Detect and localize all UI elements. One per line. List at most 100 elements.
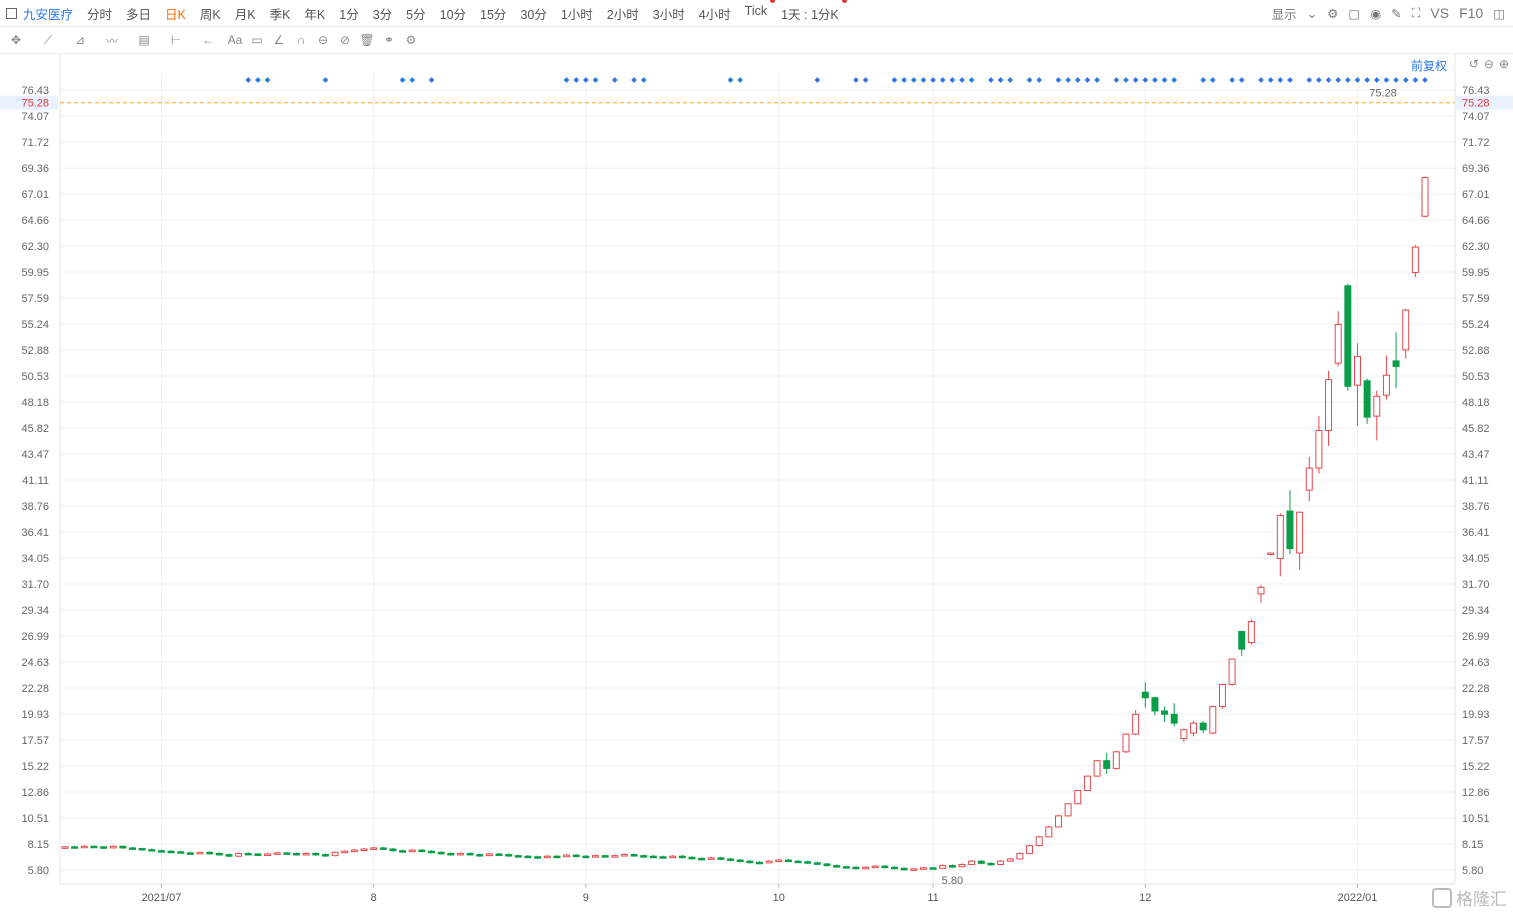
line-tool-icon[interactable]: ⟋ xyxy=(43,32,53,47)
candle-body xyxy=(1373,395,1381,417)
tab-16[interactable]: 4小时 xyxy=(698,7,731,22)
tab-10[interactable]: 10分 xyxy=(439,7,467,22)
candle-body xyxy=(804,861,812,864)
y-tick-label-right: 55.24 xyxy=(1462,319,1490,331)
move-icon[interactable]: ✥ xyxy=(10,33,22,47)
candle-body xyxy=(736,859,744,863)
candle-body xyxy=(109,845,117,849)
tab-8[interactable]: 3分 xyxy=(372,7,393,22)
tab-14[interactable]: 2小时 xyxy=(606,7,639,22)
fib-tool-icon[interactable]: ▤ xyxy=(138,33,150,47)
reset-icon[interactable]: ↺ xyxy=(1468,57,1479,71)
candle-body xyxy=(456,852,464,856)
candle-body xyxy=(987,862,995,866)
candle-body xyxy=(418,849,426,853)
event-marker xyxy=(409,77,416,83)
comment-tool-icon[interactable]: ▭ xyxy=(251,33,263,47)
settings-icon[interactable]: ⚙ xyxy=(1327,6,1339,21)
trash-icon[interactable]: 🗑 xyxy=(359,33,375,47)
event-marker xyxy=(1229,77,1235,83)
tab-5[interactable]: 季K xyxy=(269,7,291,22)
event-marker xyxy=(949,77,956,83)
event-marker xyxy=(1354,77,1361,83)
chevron-down-icon[interactable]: ⌄ xyxy=(1306,6,1318,21)
zoom-in-icon[interactable]: ⊕ xyxy=(1498,57,1509,71)
candle-body xyxy=(129,847,137,850)
candle-body xyxy=(331,851,339,857)
candle-body xyxy=(775,859,783,863)
tab-15[interactable]: 3小时 xyxy=(652,7,685,22)
sidebar-toggle-icon[interactable]: ◫ xyxy=(1493,6,1505,21)
wave-tool-icon[interactable]: 〰 xyxy=(105,33,118,48)
candle-body xyxy=(1402,309,1410,351)
candle-body xyxy=(611,855,619,858)
tab-17[interactable]: Tick xyxy=(739,0,776,23)
y-tick-label-left: 67.01 xyxy=(21,189,49,201)
tab-4[interactable]: 月K xyxy=(234,7,256,22)
tab-13[interactable]: 1小时 xyxy=(560,7,593,22)
candle-body xyxy=(485,853,493,857)
candle-body xyxy=(524,855,532,859)
f10-button[interactable]: F10 xyxy=(1459,5,1484,21)
tab-18[interactable]: 1天 : 1分K xyxy=(775,0,847,23)
candle-body xyxy=(100,846,108,849)
current-price-tag-right xyxy=(1456,95,1513,110)
pen-icon[interactable]: ✎ xyxy=(1391,6,1402,21)
text-tool-icon[interactable]: Aa xyxy=(227,33,243,47)
event-marker xyxy=(1132,77,1139,83)
channel-tool-icon[interactable]: ⊿ xyxy=(74,33,86,47)
window-icon[interactable]: ▢ xyxy=(1348,6,1361,21)
gear-icon[interactable]: ⚙ xyxy=(405,33,417,47)
event-marker xyxy=(563,77,570,83)
candle-body xyxy=(1161,710,1169,715)
candle-body xyxy=(534,856,542,859)
tab-11[interactable]: 15分 xyxy=(480,7,507,22)
event-marker xyxy=(611,77,618,83)
zoom-out-icon[interactable]: ⊖ xyxy=(1483,57,1494,71)
candle-body xyxy=(466,852,474,856)
event-marker xyxy=(1152,77,1158,83)
camera-icon[interactable]: ◉ xyxy=(1370,6,1382,21)
candle-body xyxy=(1276,515,1284,560)
y-tick-label-left: 59.95 xyxy=(21,267,49,279)
hide-icon[interactable]: ⊘ xyxy=(339,33,351,47)
tab-3[interactable]: 周K xyxy=(199,7,221,22)
tab-9[interactable]: 5分 xyxy=(406,7,426,22)
adjust-mode-label[interactable]: 前复权 xyxy=(1410,59,1447,73)
magnet-icon[interactable]: ∩ xyxy=(296,33,306,47)
angle-tool-icon[interactable]: ∠ xyxy=(273,33,285,47)
tab-7[interactable]: 1分 xyxy=(339,7,359,22)
y-tick-label-left: 22.28 xyxy=(21,683,49,695)
lock-icon[interactable]: ⊖ xyxy=(317,33,329,47)
y-tick-label-right: 71.72 xyxy=(1462,137,1490,149)
arrow-tool-icon[interactable]: ← xyxy=(202,33,214,47)
candle-body xyxy=(1257,586,1265,595)
tab-2[interactable]: 日K xyxy=(165,7,186,22)
candle-body xyxy=(264,853,272,856)
event-marker xyxy=(853,77,859,83)
candle-body xyxy=(601,855,609,858)
tab-1[interactable]: 多日 xyxy=(126,7,152,22)
vs-button[interactable]: VS xyxy=(1430,5,1450,21)
candle-body xyxy=(1228,658,1236,685)
display-menu[interactable]: 显示 xyxy=(1271,7,1297,22)
candle-body xyxy=(1180,729,1188,740)
y-tick-label-right: 43.47 xyxy=(1462,449,1490,461)
candle-body xyxy=(360,848,368,852)
candle-body xyxy=(592,855,599,858)
candle-body xyxy=(1209,706,1217,734)
candle-body xyxy=(1353,355,1361,386)
y-tick-label-right: 67.01 xyxy=(1462,189,1490,201)
compare-icon[interactable]: ⚭ xyxy=(383,33,395,47)
fullscreen-icon[interactable]: ⛶ xyxy=(1411,5,1421,20)
tab-6[interactable]: 年K xyxy=(304,7,326,22)
measure-tool-icon[interactable]: ⊢ xyxy=(170,33,182,47)
candle-body xyxy=(1344,285,1352,387)
kline-chart[interactable]: 76.43 76.43 74.07 74.07 71.72 71.72 69.36 69.36… xyxy=(0,54,1513,916)
tab-0[interactable]: 分时 xyxy=(87,7,113,22)
candle-body xyxy=(370,847,378,850)
tab-12[interactable]: 30分 xyxy=(520,7,547,22)
stock-name[interactable]: 九安医疗 xyxy=(23,7,74,22)
x-tick-label: 12 xyxy=(1139,892,1151,904)
layout-icon[interactable] xyxy=(6,7,17,19)
